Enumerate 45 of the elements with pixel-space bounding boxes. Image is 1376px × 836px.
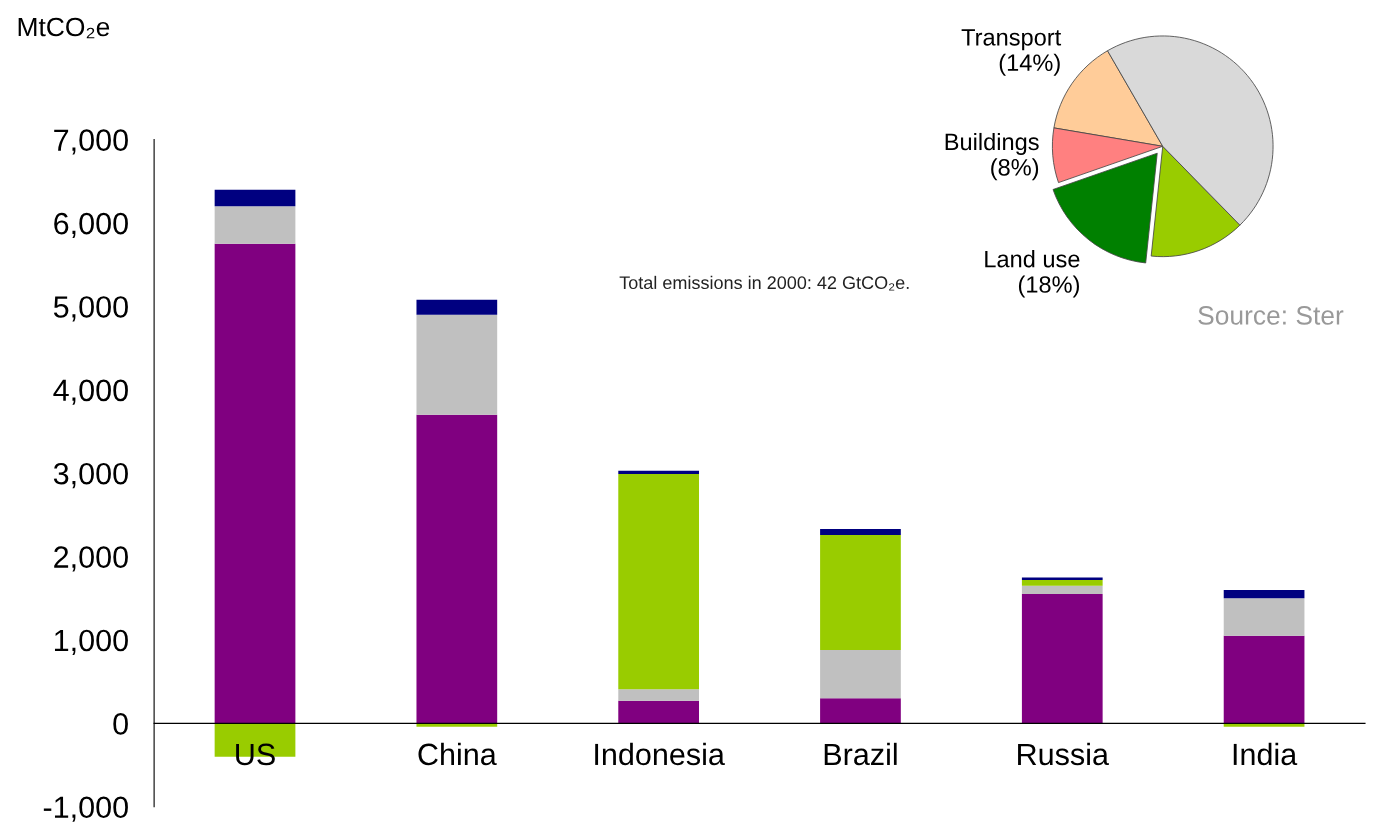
annotation: Total emissions in 2000: 42 GtCO₂e. <box>619 275 909 291</box>
y-tick-label: 7,000 <box>54 129 128 155</box>
x-tick-label: Indonesia <box>595 742 725 766</box>
annotation: Source: Ster <box>1198 306 1344 325</box>
y-tick-label: 4,000 <box>53 379 128 405</box>
bar <box>416 723 498 727</box>
x-tick-label: India <box>1233 742 1298 766</box>
bar <box>618 470 700 475</box>
bar <box>214 189 296 207</box>
data-label: (8%) <box>991 158 1039 181</box>
y-tick-label: 2,000 <box>54 546 128 572</box>
bar <box>1021 585 1103 595</box>
data-label: (14%) <box>999 53 1060 76</box>
bar <box>1021 579 1103 586</box>
bar <box>618 474 700 690</box>
y-tick-label: -1,000 <box>43 796 128 822</box>
slice-label: Land use <box>985 250 1080 268</box>
y-tick-label: 5,000 <box>53 296 128 322</box>
bar <box>1223 598 1305 636</box>
x-tick-label: China <box>418 742 497 766</box>
y-tick-label: 3,000 <box>53 462 128 489</box>
y-axis-title: MtCO₂e <box>18 17 110 39</box>
bar <box>416 414 498 724</box>
bar <box>820 529 901 535</box>
slice-label: Transport <box>961 29 1062 51</box>
bar <box>1021 594 1103 724</box>
bar <box>214 243 296 724</box>
y-tick-label: 0 <box>113 713 128 735</box>
y-tick-label: 1,000 <box>54 629 128 655</box>
x-tick-label: Brazil <box>824 742 897 766</box>
slice-label: Buildings <box>945 132 1039 155</box>
bar <box>618 700 700 724</box>
bar <box>618 689 700 701</box>
bar <box>416 314 498 415</box>
bar <box>1021 577 1103 580</box>
y-tick-label: 6,000 <box>54 212 128 238</box>
bar <box>1223 635 1305 724</box>
bar <box>214 206 296 244</box>
bar <box>820 534 901 650</box>
bar <box>820 698 901 724</box>
bar <box>416 299 498 315</box>
x-tick-label: Russia <box>1018 742 1109 766</box>
bar <box>820 649 901 699</box>
bar <box>1223 589 1305 599</box>
data-label: (18%) <box>1018 275 1079 298</box>
